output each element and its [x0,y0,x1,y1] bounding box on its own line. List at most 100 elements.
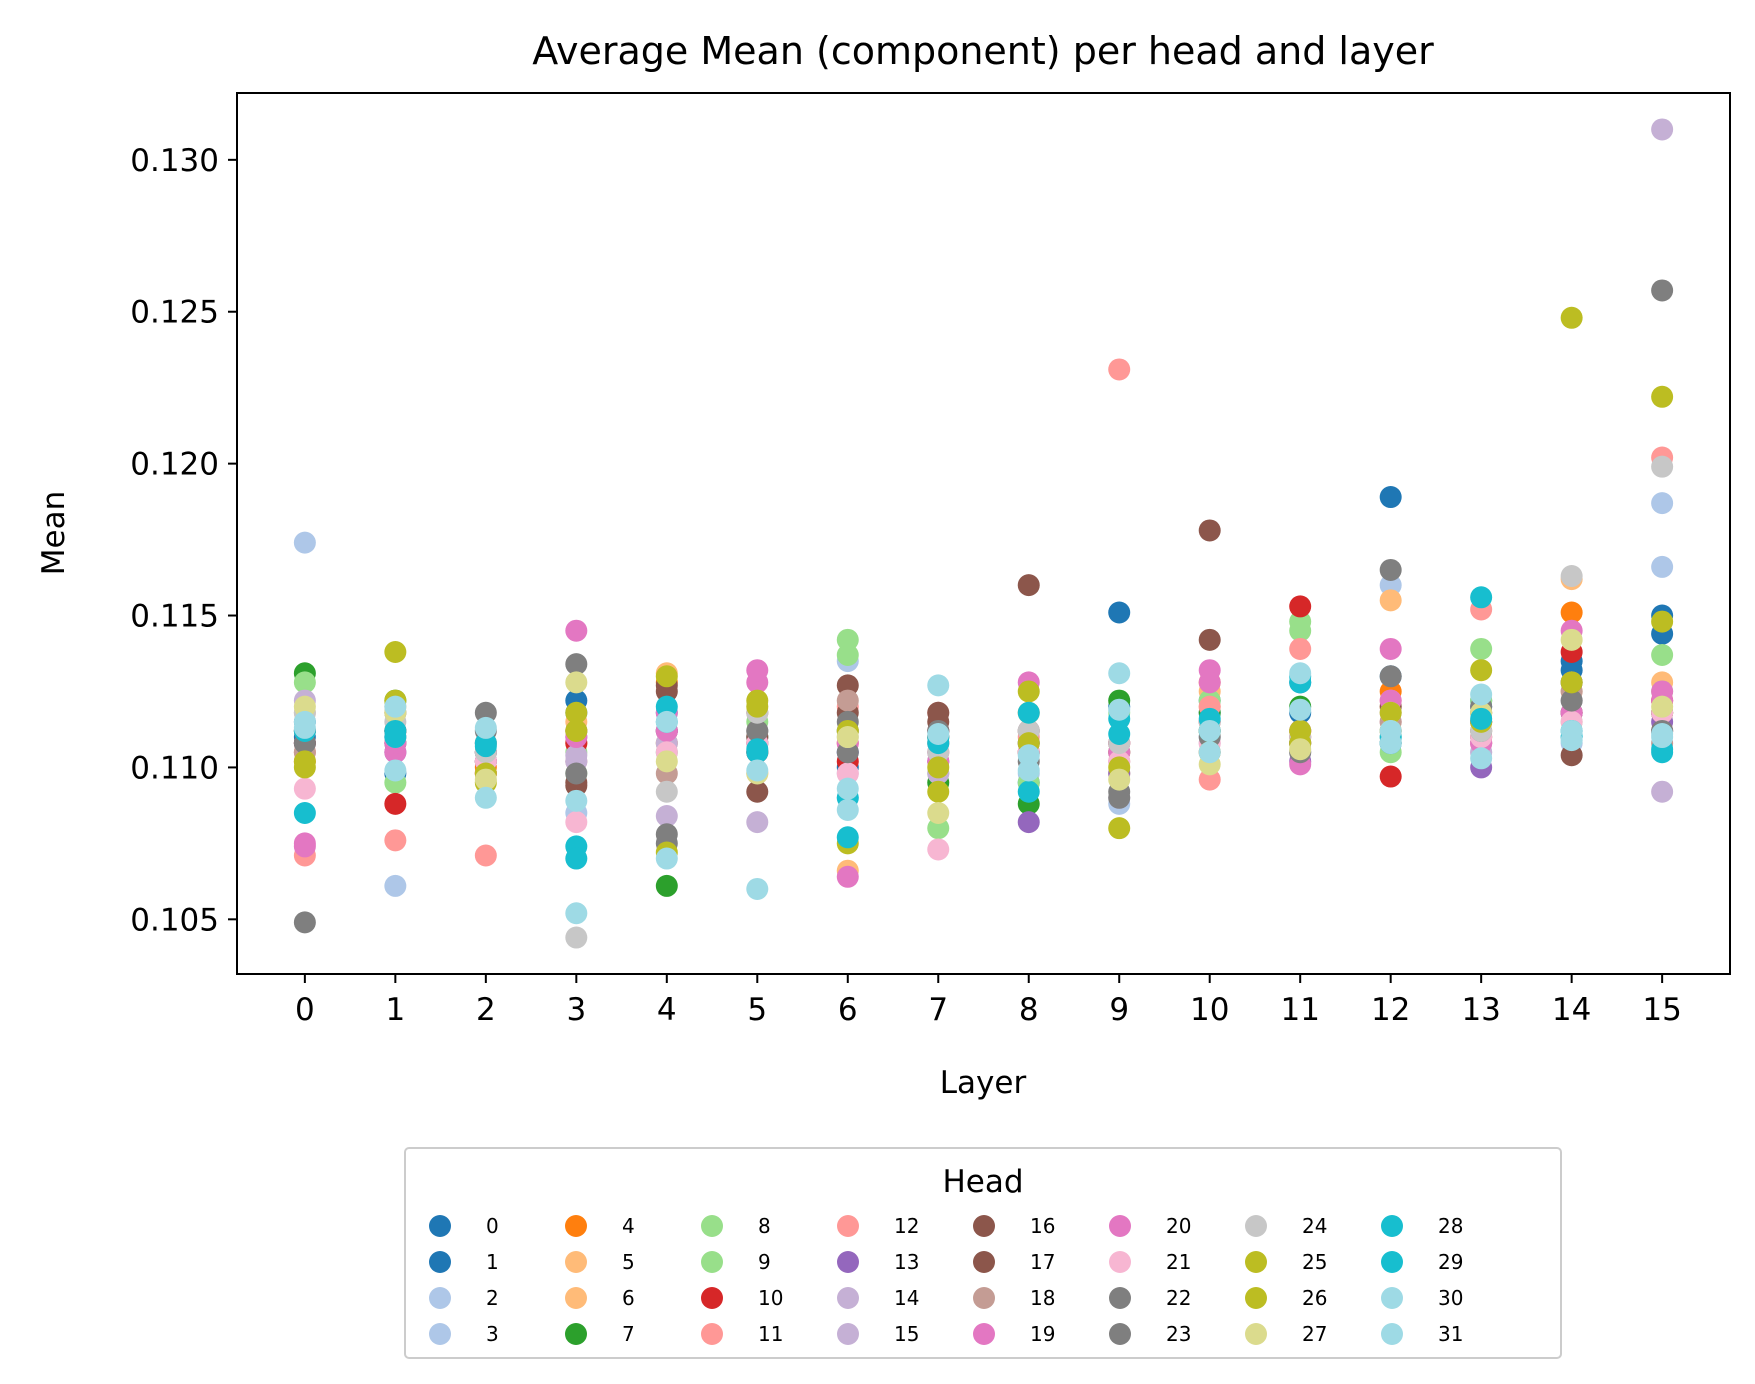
legend-label: 2 [486,1286,499,1310]
data-point [655,750,678,773]
data-point [565,719,588,742]
legend-marker [565,1215,587,1237]
data-point [836,762,859,785]
legend-marker [1245,1323,1267,1345]
data-point [565,847,588,870]
data-point [565,653,588,676]
data-point [1379,486,1402,509]
legend-label: 28 [1438,1214,1463,1238]
data-point [1651,780,1674,803]
data-point [1198,519,1221,542]
data-point [836,628,859,651]
legend-marker [429,1251,451,1273]
data-point [655,823,678,846]
x-tick-label: 14 [1552,992,1591,1028]
data-point [384,695,407,718]
legend-marker [565,1287,587,1309]
legend-label: 0 [486,1214,499,1238]
data-point [1651,610,1674,633]
x-tick-label: 8 [1019,992,1039,1028]
data-point [474,735,497,758]
y-tick-label: 0.110 [130,750,219,786]
data-point [1108,817,1131,840]
x-tick-label: 11 [1280,992,1319,1028]
data-point [1651,455,1674,478]
data-point [836,689,859,712]
x-tick-label: 7 [928,992,948,1028]
data-point [565,902,588,925]
data-point [1379,732,1402,755]
legend-marker [1381,1251,1403,1273]
legend-label: 29 [1438,1250,1463,1274]
data-point [746,719,769,742]
legend-label: 24 [1302,1214,1327,1238]
data-point [1017,744,1040,767]
legend-marker [837,1251,859,1273]
data-point [1651,695,1674,718]
y-tick-label: 0.105 [130,902,219,938]
x-tick-label: 9 [1109,992,1129,1028]
data-point [1017,680,1040,703]
y-tick-label: 0.125 [130,295,219,331]
data-point [1470,683,1493,706]
data-point [474,701,497,724]
data-point [1651,644,1674,667]
data-point [565,926,588,949]
legend-label: 3 [486,1322,499,1346]
data-point [1379,665,1402,688]
x-tick-label: 15 [1642,992,1681,1028]
data-point [293,801,316,824]
data-point [474,844,497,867]
y-tick-label: 0.130 [130,143,219,179]
data-point [1289,738,1312,761]
data-point [655,874,678,897]
data-point [927,780,950,803]
data-point [1198,671,1221,694]
data-point [1560,729,1583,752]
legend-label: 20 [1166,1214,1191,1238]
data-point [1651,723,1674,746]
data-point [655,710,678,733]
legend-label: 15 [894,1322,919,1346]
legend-label: 10 [758,1286,783,1310]
legend-marker [701,1287,723,1309]
data-point [1289,662,1312,685]
data-point [1651,492,1674,515]
data-point [927,801,950,824]
data-point [293,531,316,554]
y-axis: 0.105 0.110 0.115 0.120 0.125 0.130 [130,143,237,938]
legend-label: 27 [1302,1322,1327,1346]
x-tick-label: 12 [1371,992,1410,1028]
y-tick-label: 0.120 [130,447,219,483]
data-point [1560,306,1583,329]
legend-marker [973,1323,995,1345]
data-point [1108,786,1131,809]
data-point [565,701,588,724]
legend-label: 19 [1030,1322,1055,1346]
legend-entries: 0123456789101112131415161718192021222324… [429,1214,1463,1346]
data-point [293,756,316,779]
data-point [1289,637,1312,660]
x-tick-label: 3 [566,992,586,1028]
legend-label: 21 [1166,1250,1191,1274]
data-point [655,780,678,803]
data-points [293,118,1674,949]
data-point [384,759,407,782]
legend-label: 22 [1166,1286,1191,1310]
data-point [1560,689,1583,712]
data-point [1198,741,1221,764]
data-point [565,811,588,834]
data-point [293,911,316,934]
data-point [1017,780,1040,803]
x-axis: 0 1 2 3 4 5 6 7 8 9 10 11 12 13 14 15 [295,974,1682,1028]
legend-marker [837,1287,859,1309]
data-point [836,865,859,888]
data-point [836,674,859,697]
data-point [836,826,859,849]
data-point [1289,698,1312,721]
data-point [655,665,678,688]
legend-label: 8 [758,1214,771,1238]
data-point [565,789,588,812]
data-point [565,619,588,642]
